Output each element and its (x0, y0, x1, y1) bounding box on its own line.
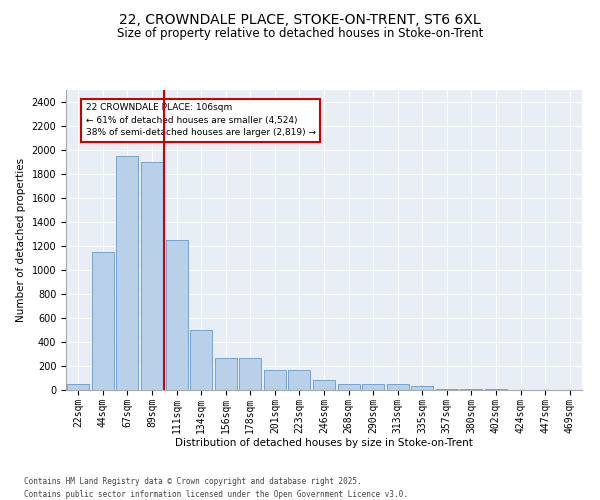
Bar (338, 384, 359, 390)
Bar (67, 384, 89, 390)
Y-axis label: Number of detached properties: Number of detached properties (16, 158, 26, 322)
Bar (166, 240, 188, 390)
Bar (116, 156, 139, 390)
X-axis label: Distribution of detached houses by size in Stoke-on-Trent: Distribution of detached houses by size … (175, 438, 473, 448)
Text: Contains HM Land Registry data © Crown copyright and database right 2025.: Contains HM Land Registry data © Crown c… (24, 478, 362, 486)
Text: Contains public sector information licensed under the Open Government Licence v3: Contains public sector information licen… (24, 490, 408, 499)
Text: Size of property relative to detached houses in Stoke-on-Trent: Size of property relative to detached ho… (117, 28, 483, 40)
Bar (460, 389, 482, 390)
Bar (289, 370, 310, 390)
Bar (362, 384, 384, 390)
Text: 22, CROWNDALE PLACE, STOKE-ON-TRENT, ST6 6XL: 22, CROWNDALE PLACE, STOKE-ON-TRENT, ST6… (119, 12, 481, 26)
Bar (411, 386, 433, 390)
Bar (190, 330, 212, 390)
Bar (215, 358, 237, 390)
Bar (313, 380, 335, 390)
Bar (92, 252, 114, 390)
Bar (141, 162, 163, 390)
Bar (264, 370, 286, 390)
Bar (386, 384, 409, 390)
Bar (239, 358, 262, 390)
Text: 22 CROWNDALE PLACE: 106sqm
← 61% of detached houses are smaller (4,524)
38% of s: 22 CROWNDALE PLACE: 106sqm ← 61% of deta… (86, 103, 316, 137)
Bar (436, 389, 458, 390)
